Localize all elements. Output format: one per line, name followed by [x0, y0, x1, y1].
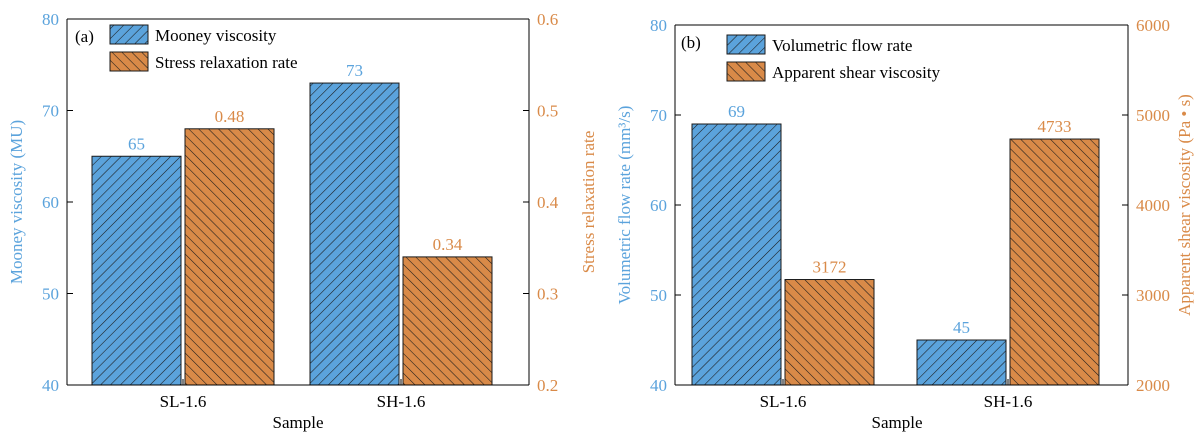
bar-left-1: [916, 339, 1007, 386]
y-left-tick-label: 40: [650, 376, 667, 395]
y-right-tick-label: 0.5: [537, 102, 558, 121]
x-tick-label: SL-1.6: [760, 392, 807, 411]
data-label: 45: [953, 318, 970, 337]
y-left-axis-label: Volumetric flow rate (mm³/s): [615, 106, 634, 305]
data-label: 65: [128, 134, 145, 153]
data-label: 4733: [1038, 117, 1072, 136]
data-label: 69: [728, 102, 745, 121]
y-left-tick-label: 80: [650, 16, 667, 35]
y-left-tick-label: 40: [42, 376, 59, 395]
y-left-tick-label: 60: [42, 193, 59, 212]
data-label: 0.34: [433, 235, 463, 254]
bar-right-1: [402, 256, 493, 386]
y-right-tick-label: 3000: [1136, 286, 1170, 305]
x-tick-label: SH-1.6: [377, 392, 426, 411]
legend-label: Volumetric flow rate: [772, 36, 912, 55]
y-right-tick-label: 5000: [1136, 106, 1170, 125]
y-left-tick-label: 70: [650, 106, 667, 125]
bar-right-1: [1009, 138, 1100, 386]
bar-left-1: [309, 82, 400, 386]
y-right-tick-label: 0.3: [537, 285, 558, 304]
y-left-tick-label: 50: [650, 286, 667, 305]
y-left-tick-label: 80: [42, 10, 59, 29]
data-label: 73: [346, 61, 363, 80]
y-left-tick-label: 50: [42, 285, 59, 304]
x-axis-label: Sample: [872, 413, 923, 432]
y-right-tick-label: 6000: [1136, 16, 1170, 35]
y-left-axis-label: Mooney viscosity (MU): [7, 120, 26, 284]
x-tick-label: SL-1.6: [160, 392, 207, 411]
data-label: 0.48: [215, 107, 245, 126]
legend-label: Stress relaxation rate: [155, 53, 298, 72]
y-right-tick-label: 4000: [1136, 196, 1170, 215]
legend-swatch: [726, 34, 766, 55]
y-left-tick-label: 70: [42, 102, 59, 121]
legend-swatch: [726, 61, 766, 82]
legend-label: Mooney viscosity: [155, 26, 277, 45]
y-right-tick-label: 0.6: [537, 10, 558, 29]
chart-panel-b: 69 3172 SL-1.6 45 4733 SH-1.6 40 50 60 70 80 2000 30…: [615, 16, 1194, 432]
bar-right-0: [184, 128, 275, 386]
y-right-axis-label: Apparent shear viscosity (Pa • s): [1175, 94, 1194, 316]
bar-right-0: [784, 279, 875, 386]
chart-panel-a: 65 0.48 SL-1.6 73 0.34 SH-1.6 40 50 60 70 80 0.2 0.3…: [7, 10, 598, 432]
y-right-tick-label: 0.4: [537, 193, 559, 212]
bar-left-0: [91, 155, 182, 386]
legend-swatch: [109, 24, 149, 45]
data-label: 3172: [813, 258, 847, 277]
panel-label: (b): [681, 33, 701, 52]
x-tick-label: SH-1.6: [984, 392, 1033, 411]
y-right-tick-label: 0.2: [537, 376, 558, 395]
legend-label: Apparent shear viscosity: [772, 63, 941, 82]
legend-swatch: [109, 51, 149, 72]
y-left-tick-label: 60: [650, 196, 667, 215]
y-right-tick-label: 2000: [1136, 376, 1170, 395]
y-right-axis-label: Stress relaxation rate: [579, 131, 598, 274]
bar-left-0: [691, 123, 782, 386]
x-axis-label: Sample: [273, 413, 324, 432]
panel-label: (a): [75, 27, 94, 46]
